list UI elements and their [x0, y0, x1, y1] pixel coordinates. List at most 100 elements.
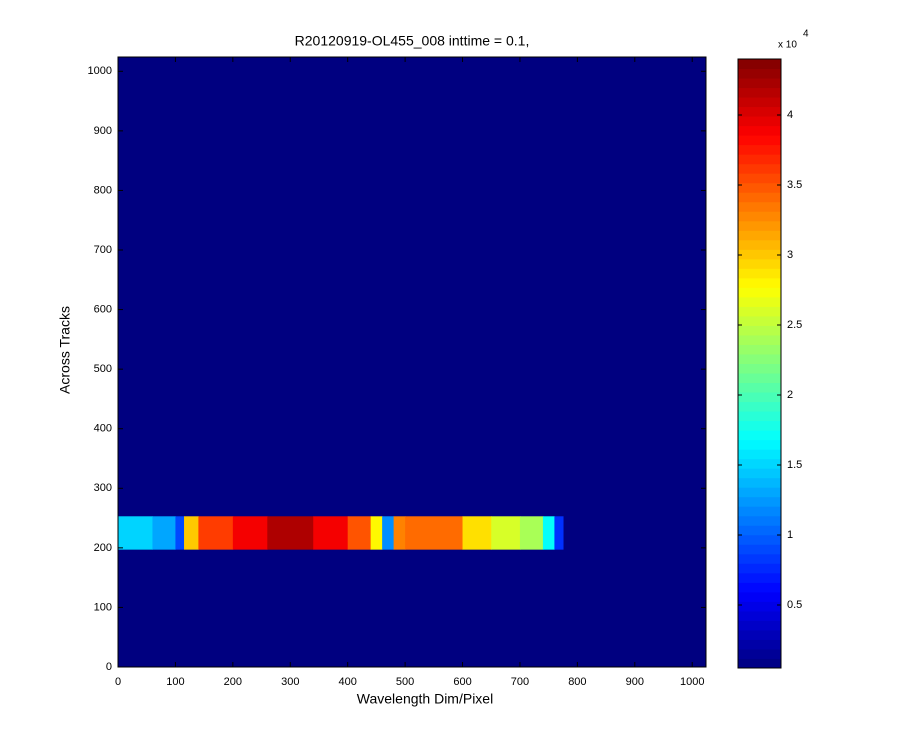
colorbar-step	[738, 582, 781, 593]
colorbar-step	[738, 411, 781, 422]
x-tick-label: 600	[453, 676, 471, 688]
colorbar-tick-label: 1	[787, 529, 793, 541]
heatmap-cell	[313, 516, 349, 550]
colorbar-step	[738, 430, 781, 441]
colorbar-step	[738, 258, 781, 269]
colorbar-step	[738, 363, 781, 374]
heatmap-cell	[347, 516, 372, 550]
colorbar-step	[738, 173, 781, 184]
colorbar-step	[738, 220, 781, 231]
heatmap-cell	[232, 516, 268, 550]
colorbar-step	[738, 230, 781, 241]
x-tick-label: 1000	[680, 676, 704, 688]
heatmap-cell	[152, 516, 176, 550]
colorbar-step	[738, 477, 781, 488]
colorbar-step	[738, 544, 781, 555]
heatmap-cell	[267, 516, 314, 550]
y-tick-label: 600	[94, 303, 112, 315]
y-tick-label: 1000	[88, 65, 112, 77]
colorbar-step	[738, 296, 781, 307]
y-tick-label: 800	[94, 184, 112, 196]
colorbar-step	[738, 610, 781, 621]
colorbar-step	[738, 553, 781, 564]
colorbar-step	[738, 487, 781, 498]
colorbar-step	[738, 449, 781, 460]
heatmap-cell	[519, 516, 544, 550]
colorbar-step	[738, 59, 781, 70]
colorbar-step	[738, 287, 781, 298]
colorbar-step	[738, 648, 781, 659]
colorbar-step	[738, 458, 781, 469]
heatmap-cell	[542, 516, 555, 550]
colorbar-tick-label: 2.5	[787, 319, 802, 331]
colorbar-step	[738, 601, 781, 612]
colorbar-step	[738, 315, 781, 326]
heatmap-cell	[175, 516, 185, 550]
heatmap-cell	[184, 516, 199, 550]
heatmap-cell	[393, 516, 406, 550]
colorbar-step	[738, 249, 781, 260]
colorbar-step	[738, 658, 781, 669]
colorbar-step	[738, 106, 781, 117]
y-tick-label: 0	[106, 661, 112, 673]
colorbar-step	[738, 534, 781, 545]
colorbar-step	[738, 620, 781, 631]
x-tick-label: 200	[224, 676, 242, 688]
y-tick-label: 300	[94, 482, 112, 494]
colorbar-step	[738, 163, 781, 174]
colorbar-step	[738, 211, 781, 222]
heatmap-cell	[198, 516, 234, 550]
colorbar-step	[738, 268, 781, 279]
colorbar-multiplier: x 10	[778, 40, 797, 51]
colorbar-step	[738, 401, 781, 412]
colorbar-step	[738, 591, 781, 602]
colorbar-step	[738, 639, 781, 650]
heatmap-cell	[370, 516, 383, 550]
colorbar-step	[738, 277, 781, 288]
colorbar-tick-label: 3.5	[787, 179, 802, 191]
heatmap-cell	[491, 516, 521, 550]
heatmap-cell	[554, 516, 564, 550]
colorbar-step	[738, 192, 781, 203]
x-axis-label: Wavelength Dim/Pixel	[357, 691, 493, 707]
colorbar-step	[738, 182, 781, 193]
colorbar-step	[738, 525, 781, 536]
colorbar-step	[738, 154, 781, 165]
chart-title: R20120919-OL455_008 inttime = 0.1,	[295, 33, 530, 49]
x-tick-label: 0	[115, 676, 121, 688]
colorbar-tick-label: 2	[787, 389, 793, 401]
colorbar-step	[738, 97, 781, 108]
colorbar-step	[738, 144, 781, 155]
x-tick-label: 800	[568, 676, 586, 688]
heatmap-cell	[462, 516, 492, 550]
y-tick-label: 400	[94, 423, 112, 435]
colorbar-step	[738, 116, 781, 127]
heatmap-cell	[118, 516, 153, 550]
colorbar-tick-label: 1.5	[787, 459, 802, 471]
colorbar-step	[738, 325, 781, 336]
colorbar-step	[738, 201, 781, 212]
heatmap-cell	[405, 516, 464, 550]
x-tick-label: 400	[339, 676, 357, 688]
colorbar-step	[738, 353, 781, 364]
colorbar-step	[738, 344, 781, 355]
colorbar-step	[738, 468, 781, 479]
x-tick-label: 100	[166, 676, 184, 688]
y-tick-label: 100	[94, 601, 112, 613]
y-tick-label: 700	[94, 244, 112, 256]
x-tick-label: 500	[396, 676, 414, 688]
colorbar-step	[738, 392, 781, 403]
y-axis-label: Across Tracks	[57, 306, 73, 394]
heatmap-background	[118, 57, 706, 667]
colorbar-step	[738, 572, 781, 583]
colorbar-step	[738, 87, 781, 98]
colorbar-step	[738, 78, 781, 89]
y-tick-label: 500	[94, 363, 112, 375]
colorbar-step	[738, 439, 781, 450]
colorbar-step	[738, 239, 781, 250]
colorbar-step	[738, 334, 781, 345]
x-tick-label: 900	[626, 676, 644, 688]
colorbar-step	[738, 382, 781, 393]
axes-box	[117, 56, 707, 668]
